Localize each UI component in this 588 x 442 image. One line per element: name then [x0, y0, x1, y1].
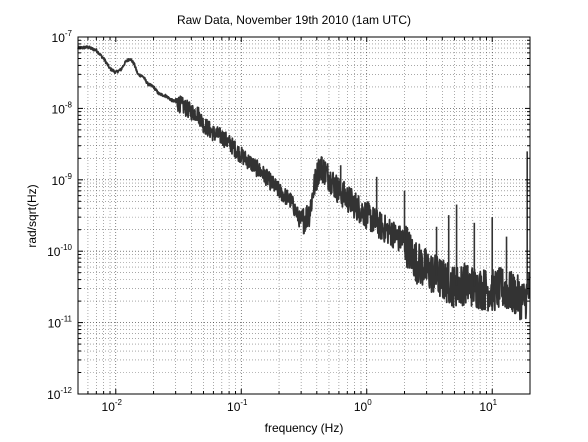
grid: [77, 36, 531, 395]
y-tick-label: 10-12: [47, 386, 72, 402]
plot-area-border: [77, 36, 531, 395]
y-tick-label: 10-11: [48, 315, 73, 331]
series-line: [77, 45, 531, 321]
x-tick-labels: 10-2 10-1 100 101: [102, 398, 498, 414]
x-tick-label: 10-1: [227, 398, 248, 414]
x-tick-label: 101: [479, 398, 497, 414]
chart-title: Raw Data, November 19th 2010 (1am UTC): [177, 13, 411, 27]
x-tick-label: 100: [354, 398, 372, 414]
y-tick-label: 10-9: [52, 172, 73, 188]
x-tick-label: 10-2: [102, 398, 123, 414]
tick-marks: [77, 36, 531, 395]
y-axis-label: rad/sqrt(Hz): [25, 184, 39, 247]
y-tick-label: 10-7: [52, 29, 73, 45]
plot-lines: [77, 45, 531, 321]
x-axis-label: frequency (Hz): [265, 421, 344, 435]
y-tick-labels: 10-7 10-8 10-9 10-10 10-11 10-12: [47, 29, 72, 402]
y-tick-label: 10-10: [47, 243, 72, 259]
y-tick-label: 10-8: [52, 100, 73, 116]
